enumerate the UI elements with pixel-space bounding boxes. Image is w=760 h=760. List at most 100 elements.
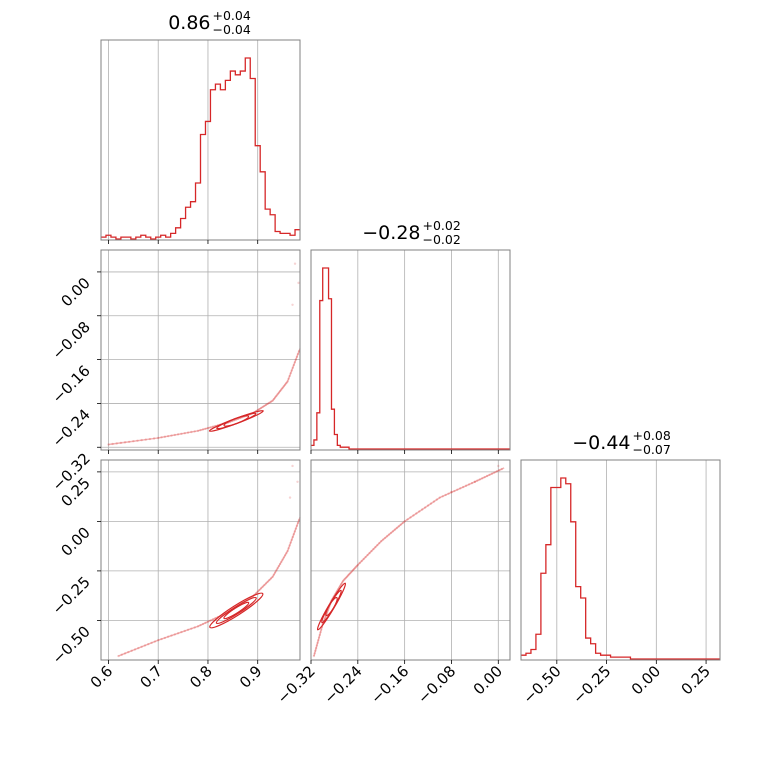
- sample-point: [296, 521, 300, 525]
- sample-point: [152, 437, 156, 440]
- sample-point: [395, 526, 399, 530]
- sample-point: [280, 388, 283, 391]
- sample-point: [107, 443, 110, 446]
- sample-point: [380, 539, 383, 543]
- density-ridge: [108, 348, 301, 446]
- sample-point: [340, 582, 343, 586]
- sample-point: [268, 578, 271, 582]
- sample-point: [137, 646, 140, 650]
- sample-point: [293, 262, 297, 265]
- sample-point: [163, 636, 167, 640]
- histogram-series-0: [101, 57, 300, 240]
- sample-point: [289, 372, 292, 375]
- contour-level-1: [321, 589, 342, 624]
- sample-point: [173, 433, 176, 437]
- sample-point: [313, 652, 316, 655]
- sample-point: [258, 588, 261, 592]
- y-tick-label: 0.00: [57, 523, 93, 559]
- sample-point: [485, 474, 489, 478]
- sample-point: [132, 440, 135, 443]
- sample-point: [272, 573, 276, 576]
- param-title-plus: +0.02: [423, 218, 461, 233]
- sample-point: [261, 405, 264, 409]
- sample-point: [183, 629, 186, 633]
- sample-point: [346, 574, 350, 577]
- param-title-minus: −0.04: [213, 22, 251, 37]
- sample-point: [287, 377, 290, 380]
- sample-point: [429, 502, 433, 505]
- sample-point: [258, 407, 261, 411]
- y-tick-label: −0.24: [49, 406, 94, 451]
- sample-point: [286, 549, 289, 553]
- sample-point: [406, 518, 409, 521]
- sample-point: [193, 430, 196, 433]
- sample-point: [282, 385, 286, 388]
- sample-point: [278, 389, 282, 393]
- sample-point: [403, 520, 406, 523]
- sample-point: [180, 630, 183, 634]
- hist-panel-0: [101, 40, 300, 240]
- sample-point: [341, 581, 344, 584]
- sample-point: [288, 496, 292, 499]
- x-tick-label: −0.25: [569, 662, 614, 707]
- sample-point: [453, 489, 456, 493]
- sample-point: [295, 524, 299, 528]
- sample-point: [358, 561, 361, 565]
- scatter-frame-1: [100, 459, 301, 661]
- sample-point: [467, 483, 471, 486]
- contour-level-2: [223, 601, 250, 620]
- sample-point: [278, 562, 282, 566]
- sample-point: [423, 506, 427, 509]
- sample-point: [366, 553, 369, 557]
- sample-point: [500, 467, 503, 471]
- sample-point: [376, 543, 379, 547]
- x-tick-label: 0.7: [136, 662, 166, 692]
- sample-point: [315, 644, 319, 647]
- sample-point: [341, 579, 345, 582]
- sample-point: [140, 645, 143, 648]
- sample-point: [283, 554, 287, 557]
- sample-point: [196, 625, 200, 628]
- sample-point: [478, 478, 481, 481]
- sample-point: [272, 397, 276, 401]
- sample-point: [173, 633, 176, 636]
- sample-point: [111, 442, 114, 446]
- sample-point: [190, 627, 193, 630]
- param-title-plus: +0.04: [213, 8, 251, 23]
- sample-point: [356, 563, 360, 567]
- sample-point: [480, 477, 484, 480]
- sample-point: [490, 472, 494, 475]
- param-title-median: −0.28: [362, 222, 420, 244]
- density-ridge: [313, 467, 505, 657]
- sample-point: [317, 636, 321, 639]
- hist-panel-1: [310, 250, 510, 450]
- sample-point: [148, 437, 152, 441]
- sample-point: [290, 538, 293, 542]
- sample-point: [150, 641, 153, 645]
- sample-point: [147, 642, 150, 646]
- sample-point: [180, 432, 183, 435]
- sample-point: [294, 358, 298, 361]
- sample-point: [317, 638, 320, 642]
- contour-level-0: [316, 582, 347, 631]
- sample-point: [115, 442, 118, 445]
- sample-point: [206, 426, 210, 430]
- sample-point: [320, 628, 323, 631]
- density-ridge: [118, 517, 301, 657]
- sample-point: [170, 434, 173, 437]
- sample-point: [288, 544, 291, 547]
- sample-point: [435, 498, 439, 501]
- sample-point: [464, 484, 468, 487]
- sample-point: [393, 528, 397, 531]
- sample-point: [263, 404, 266, 408]
- sample-point: [163, 435, 167, 438]
- sample-point: [275, 394, 278, 398]
- param-title-median: 0.86: [168, 12, 210, 34]
- param-title-median: −0.44: [572, 432, 630, 454]
- sample-point: [378, 541, 381, 545]
- sample-point: [130, 649, 133, 652]
- sample-point: [441, 495, 444, 498]
- sample-point: [349, 571, 352, 575]
- sample-point: [374, 545, 377, 549]
- sample-point: [296, 352, 300, 356]
